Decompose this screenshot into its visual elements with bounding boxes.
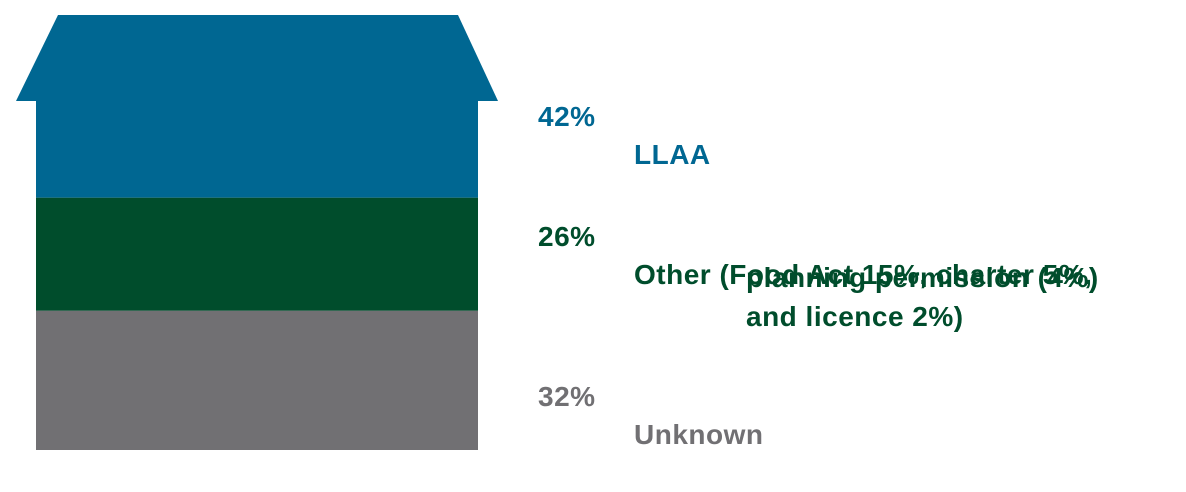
- legend-label: LLAA: [634, 98, 711, 212]
- legend-item-llaa: 42% LLAA: [538, 98, 711, 212]
- legend-item-other: 26% Other (Food Act 15%, charter 5%,: [538, 218, 1092, 332]
- segment-unknown: [36, 310, 478, 450]
- segment-llaa-roof: [16, 15, 498, 101]
- legend-label-line: and licence 2%): [746, 301, 964, 332]
- segment-other: [36, 197, 478, 311]
- legend-label-line: Unknown: [634, 419, 764, 450]
- legend-percent: 26%: [538, 221, 596, 252]
- legend-label-line: planning permission (4%): [746, 262, 1099, 293]
- legend-item-other-continuation: and licence 2%): [746, 298, 964, 336]
- legend-label: Unknown: [634, 378, 764, 492]
- house-stacked-chart: [16, 15, 498, 450]
- legend-percent: 32%: [538, 381, 596, 412]
- legend-label: Other (Food Act 15%, charter 5%,: [634, 218, 1092, 332]
- legend-item-other-continuation: planning permission (4%): [746, 259, 1099, 297]
- segment-llaa: [36, 101, 478, 198]
- legend-percent: 42%: [538, 101, 596, 132]
- legend-label-line: LLAA: [634, 139, 711, 170]
- legend-item-unknown: 32% Unknown: [538, 378, 764, 492]
- legend-label-line: Other (Food Act 15%, charter 5%,: [634, 259, 1093, 290]
- infographic-page: { "chart_data": { "type": "bar", "subtyp…: [16, 15, 1099, 450]
